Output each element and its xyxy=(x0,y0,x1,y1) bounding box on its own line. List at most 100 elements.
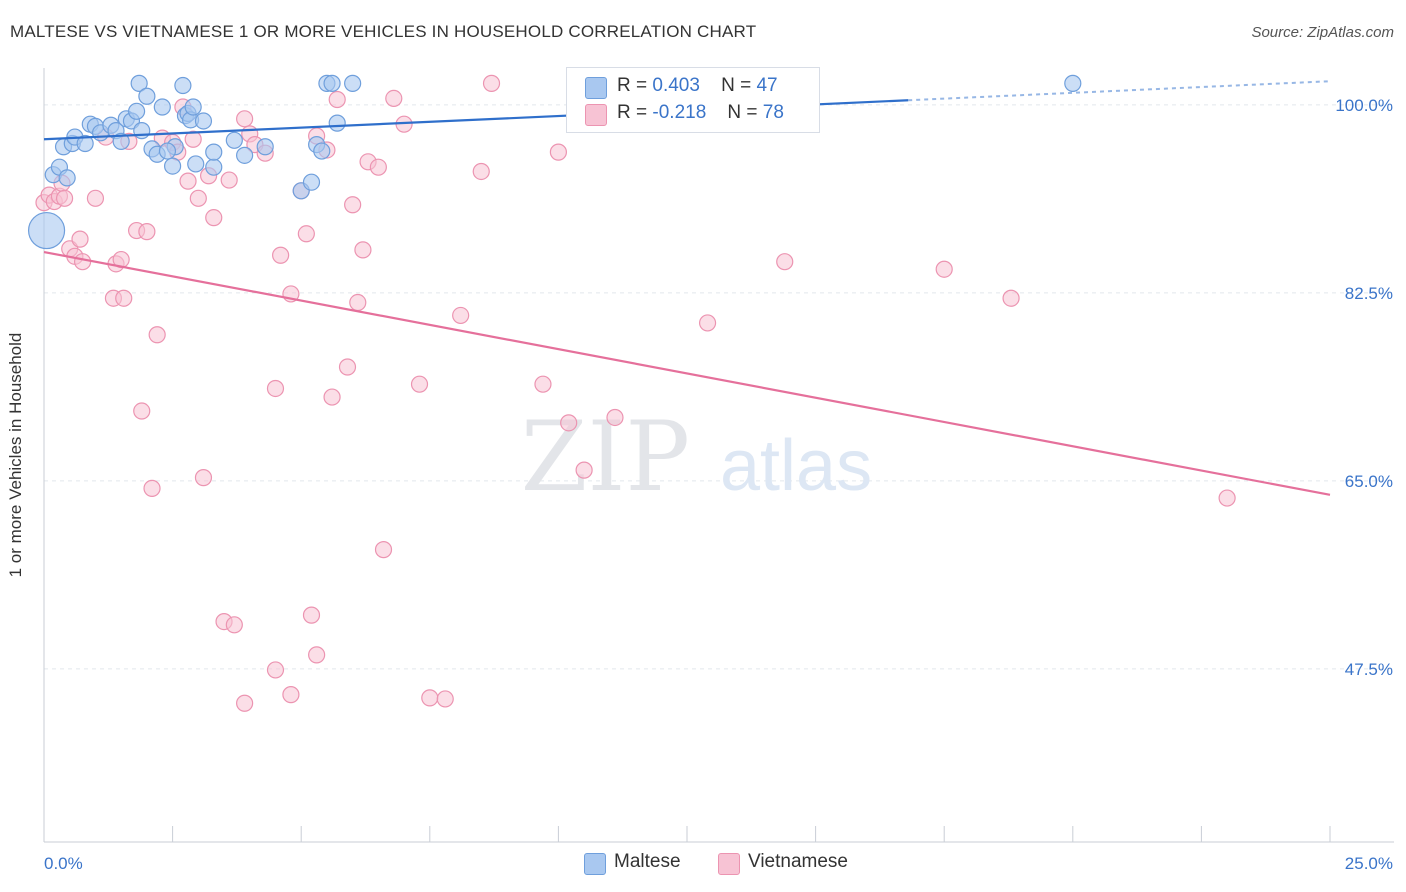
maltese-point xyxy=(313,142,331,160)
vietnamese-point xyxy=(1002,289,1020,307)
maltese-legend-swatch xyxy=(584,853,606,875)
maltese-point xyxy=(187,155,205,173)
legend-r-value: 0.403 xyxy=(652,75,700,96)
correlation-legend: R = 0.403 N = 47 R = -0.218 N = 78 xyxy=(566,67,820,133)
tick-labels: 47.5% 65.0% 82.5% 100.0% 0.0% 25.0% xyxy=(44,96,1393,873)
maltese-swatch xyxy=(585,77,607,99)
vietnamese-point xyxy=(328,90,346,109)
vietnamese-point xyxy=(410,375,429,393)
y-tick-label: 65.0% xyxy=(1345,472,1393,491)
maltese-point xyxy=(27,211,66,250)
vietnamese-point xyxy=(115,289,133,307)
maltese-point xyxy=(112,132,130,150)
maltese-point xyxy=(138,87,156,105)
vietnamese-point xyxy=(55,189,74,207)
watermark-zip: ZIP xyxy=(521,401,690,513)
grid-lines xyxy=(44,104,1394,670)
vietnamese-point xyxy=(272,246,290,264)
y-axis-label-wrap: 1 or more Vehicles in Household xyxy=(6,333,36,578)
axes xyxy=(43,68,1394,843)
vietnamese-point xyxy=(302,606,321,624)
vietnamese-point xyxy=(133,402,151,420)
maltese-point xyxy=(127,102,146,120)
vietnamese-point xyxy=(472,162,490,181)
vietnamese-point xyxy=(179,172,197,190)
maltese-point xyxy=(130,74,148,92)
vietnamese-point xyxy=(1218,489,1236,507)
vietnamese-legend-label: Vietnamese xyxy=(748,851,848,872)
vietnamese-point xyxy=(266,379,285,398)
vietnamese-point xyxy=(452,306,470,325)
maltese-point xyxy=(158,142,177,160)
legend-n-label: N = xyxy=(721,75,752,96)
vietnamese-point xyxy=(266,661,285,679)
x-tick-label: 0.0% xyxy=(44,854,83,873)
vietnamese-point xyxy=(308,646,326,664)
vietnamese-point xyxy=(369,158,387,176)
vietnamese-trend-line xyxy=(43,250,1331,496)
vietnamese-point xyxy=(194,469,213,487)
vietnamese-point xyxy=(297,225,315,243)
maltese-point xyxy=(225,131,243,149)
y-tick-label: 100.0% xyxy=(1335,96,1393,115)
vietnamese-point xyxy=(73,253,92,271)
vietnamese-point xyxy=(560,414,578,432)
x-tick-label: 25.0% xyxy=(1345,854,1393,873)
maltese-point xyxy=(58,169,76,187)
maltese-point xyxy=(76,134,94,153)
legend-r-value: -0.218 xyxy=(652,102,707,123)
maltese-point xyxy=(184,98,202,116)
y-tick-label: 47.5% xyxy=(1345,660,1393,679)
vietnamese-point xyxy=(549,143,568,161)
vietnamese-point xyxy=(236,110,254,128)
y-axis-label: 1 or more Vehicles in Household xyxy=(6,332,25,578)
vietnamese-swatch xyxy=(585,104,607,126)
maltese-point xyxy=(302,173,321,191)
vietnamese-point xyxy=(205,209,223,227)
vietnamese-point xyxy=(225,616,243,634)
maltese-point xyxy=(256,138,274,156)
maltese-legend-label: Maltese xyxy=(614,851,681,872)
chart-source: Source: ZipAtlas.com xyxy=(1251,24,1394,41)
maltese-point xyxy=(205,158,223,176)
vietnamese-point xyxy=(148,326,166,344)
vietnamese-point xyxy=(71,230,89,248)
vietnamese-point xyxy=(344,196,362,214)
vietnamese-point xyxy=(385,89,403,108)
vietnamese-point xyxy=(349,293,367,312)
vietnamese-point xyxy=(236,694,254,712)
watermark-atlas: atlas xyxy=(720,426,872,506)
vietnamese-point xyxy=(534,375,552,393)
vietnamese-point xyxy=(482,74,501,92)
maltese-points xyxy=(27,74,1082,250)
legend-n-label: N = xyxy=(727,102,758,123)
vietnamese-point xyxy=(935,260,953,278)
vietnamese-point xyxy=(282,686,300,704)
vietnamese-point xyxy=(86,189,105,207)
vietnamese-point xyxy=(138,223,156,241)
vietnamese-point xyxy=(143,479,161,497)
vietnamese-point xyxy=(421,689,439,707)
vietnamese-point xyxy=(698,314,717,332)
vietnamese-point xyxy=(338,358,357,376)
maltese-point xyxy=(344,74,362,92)
legend-n-value: 78 xyxy=(762,102,784,123)
y-tick-label: 82.5% xyxy=(1345,284,1393,303)
maltese-point xyxy=(153,98,171,116)
vietnamese-point xyxy=(220,171,238,189)
vietnamese-legend-swatch xyxy=(718,853,740,875)
vietnamese-point xyxy=(436,690,454,708)
maltese-point xyxy=(323,74,341,92)
vietnamese-point xyxy=(354,241,372,259)
maltese-point xyxy=(164,157,182,175)
vietnamese-point xyxy=(374,541,393,559)
maltese-point xyxy=(1064,74,1082,92)
legend-r-label: R = xyxy=(617,75,648,96)
maltese-point xyxy=(194,112,213,130)
vietnamese-point xyxy=(776,253,794,271)
vietnamese-point xyxy=(323,388,341,406)
legend-n-value: 47 xyxy=(756,75,778,96)
chart-title: MALTESE VS VIETNAMESE 1 OR MORE VEHICLES… xyxy=(10,22,757,41)
vietnamese-point xyxy=(189,189,207,207)
